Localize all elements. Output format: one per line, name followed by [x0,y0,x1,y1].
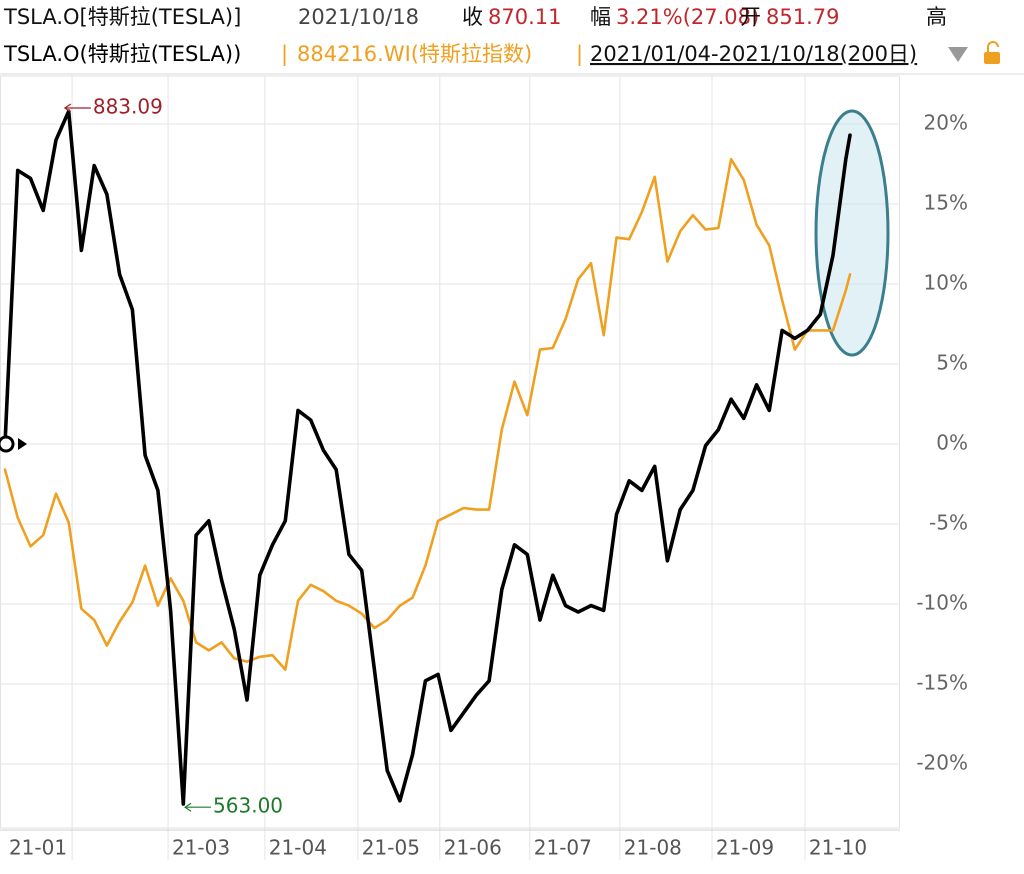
y-tick-label: 15% [924,191,968,215]
plot-frame [0,75,900,829]
dropdown-arrow[interactable] [948,47,968,62]
separator: | [576,42,583,67]
lock-shackle [987,41,999,52]
x-tick-label: 21-05 [362,836,420,860]
symbol: TSLA.O[特斯拉(TESLA)] [3,5,241,29]
overlay: 883.09 563.00 [0,95,283,818]
y-tick-label: 0% [936,431,968,455]
date: 2021/10/18 [298,5,419,29]
legend-entry[interactable]: TSLA.O(特斯拉(TESLA)) [3,42,241,66]
change-value: 3.21%(27.08) [616,5,759,29]
x-tick-label: 21-01 [9,836,67,860]
lock-body [984,52,1000,64]
open-label: 开 [740,5,761,29]
grid [0,76,900,860]
start-pointer [18,438,27,450]
y-tick-label: -10% [916,591,968,615]
x-tick-label: 21-06 [444,836,502,860]
x-tick-label: 21-07 [534,836,592,860]
legend-entry[interactable]: 884216.WI(特斯拉指数) [297,42,532,66]
y-tick-label: -15% [916,671,968,695]
annotation-label: 563.00 [213,794,283,818]
x-tick-label: 21-04 [269,836,327,860]
x-tick-label: 21-03 [172,836,230,860]
x-tick-label: 21-10 [809,836,867,860]
lock-icon[interactable] [984,41,1000,64]
lines [3,109,852,806]
y-tick-label: 20% [924,111,968,135]
series-line [3,109,852,806]
highlight-ellipse [814,109,890,357]
close-value: 870.11 [488,5,561,29]
x-tick-label: 21-09 [716,836,774,860]
open-value: 851.79 [766,5,839,29]
close-label: 收 [462,5,483,29]
y-tick-label: -20% [916,751,968,775]
annotation-arrowhead [63,103,72,113]
change-label: 幅 [590,5,611,29]
y-tick-label: 10% [924,271,968,295]
high-label: 高 [926,5,947,29]
annotation-arrowhead [183,802,192,812]
x-tick-label: 21-08 [624,836,682,860]
series-line [3,157,852,671]
annotation-label: 883.09 [93,95,163,119]
start-marker [0,435,15,453]
period[interactable]: 2021/01/04-2021/10/18(200日) [590,42,917,66]
y-tick-label: 5% [936,351,968,375]
separator: | [281,42,288,67]
y-tick-label: -5% [929,511,968,535]
